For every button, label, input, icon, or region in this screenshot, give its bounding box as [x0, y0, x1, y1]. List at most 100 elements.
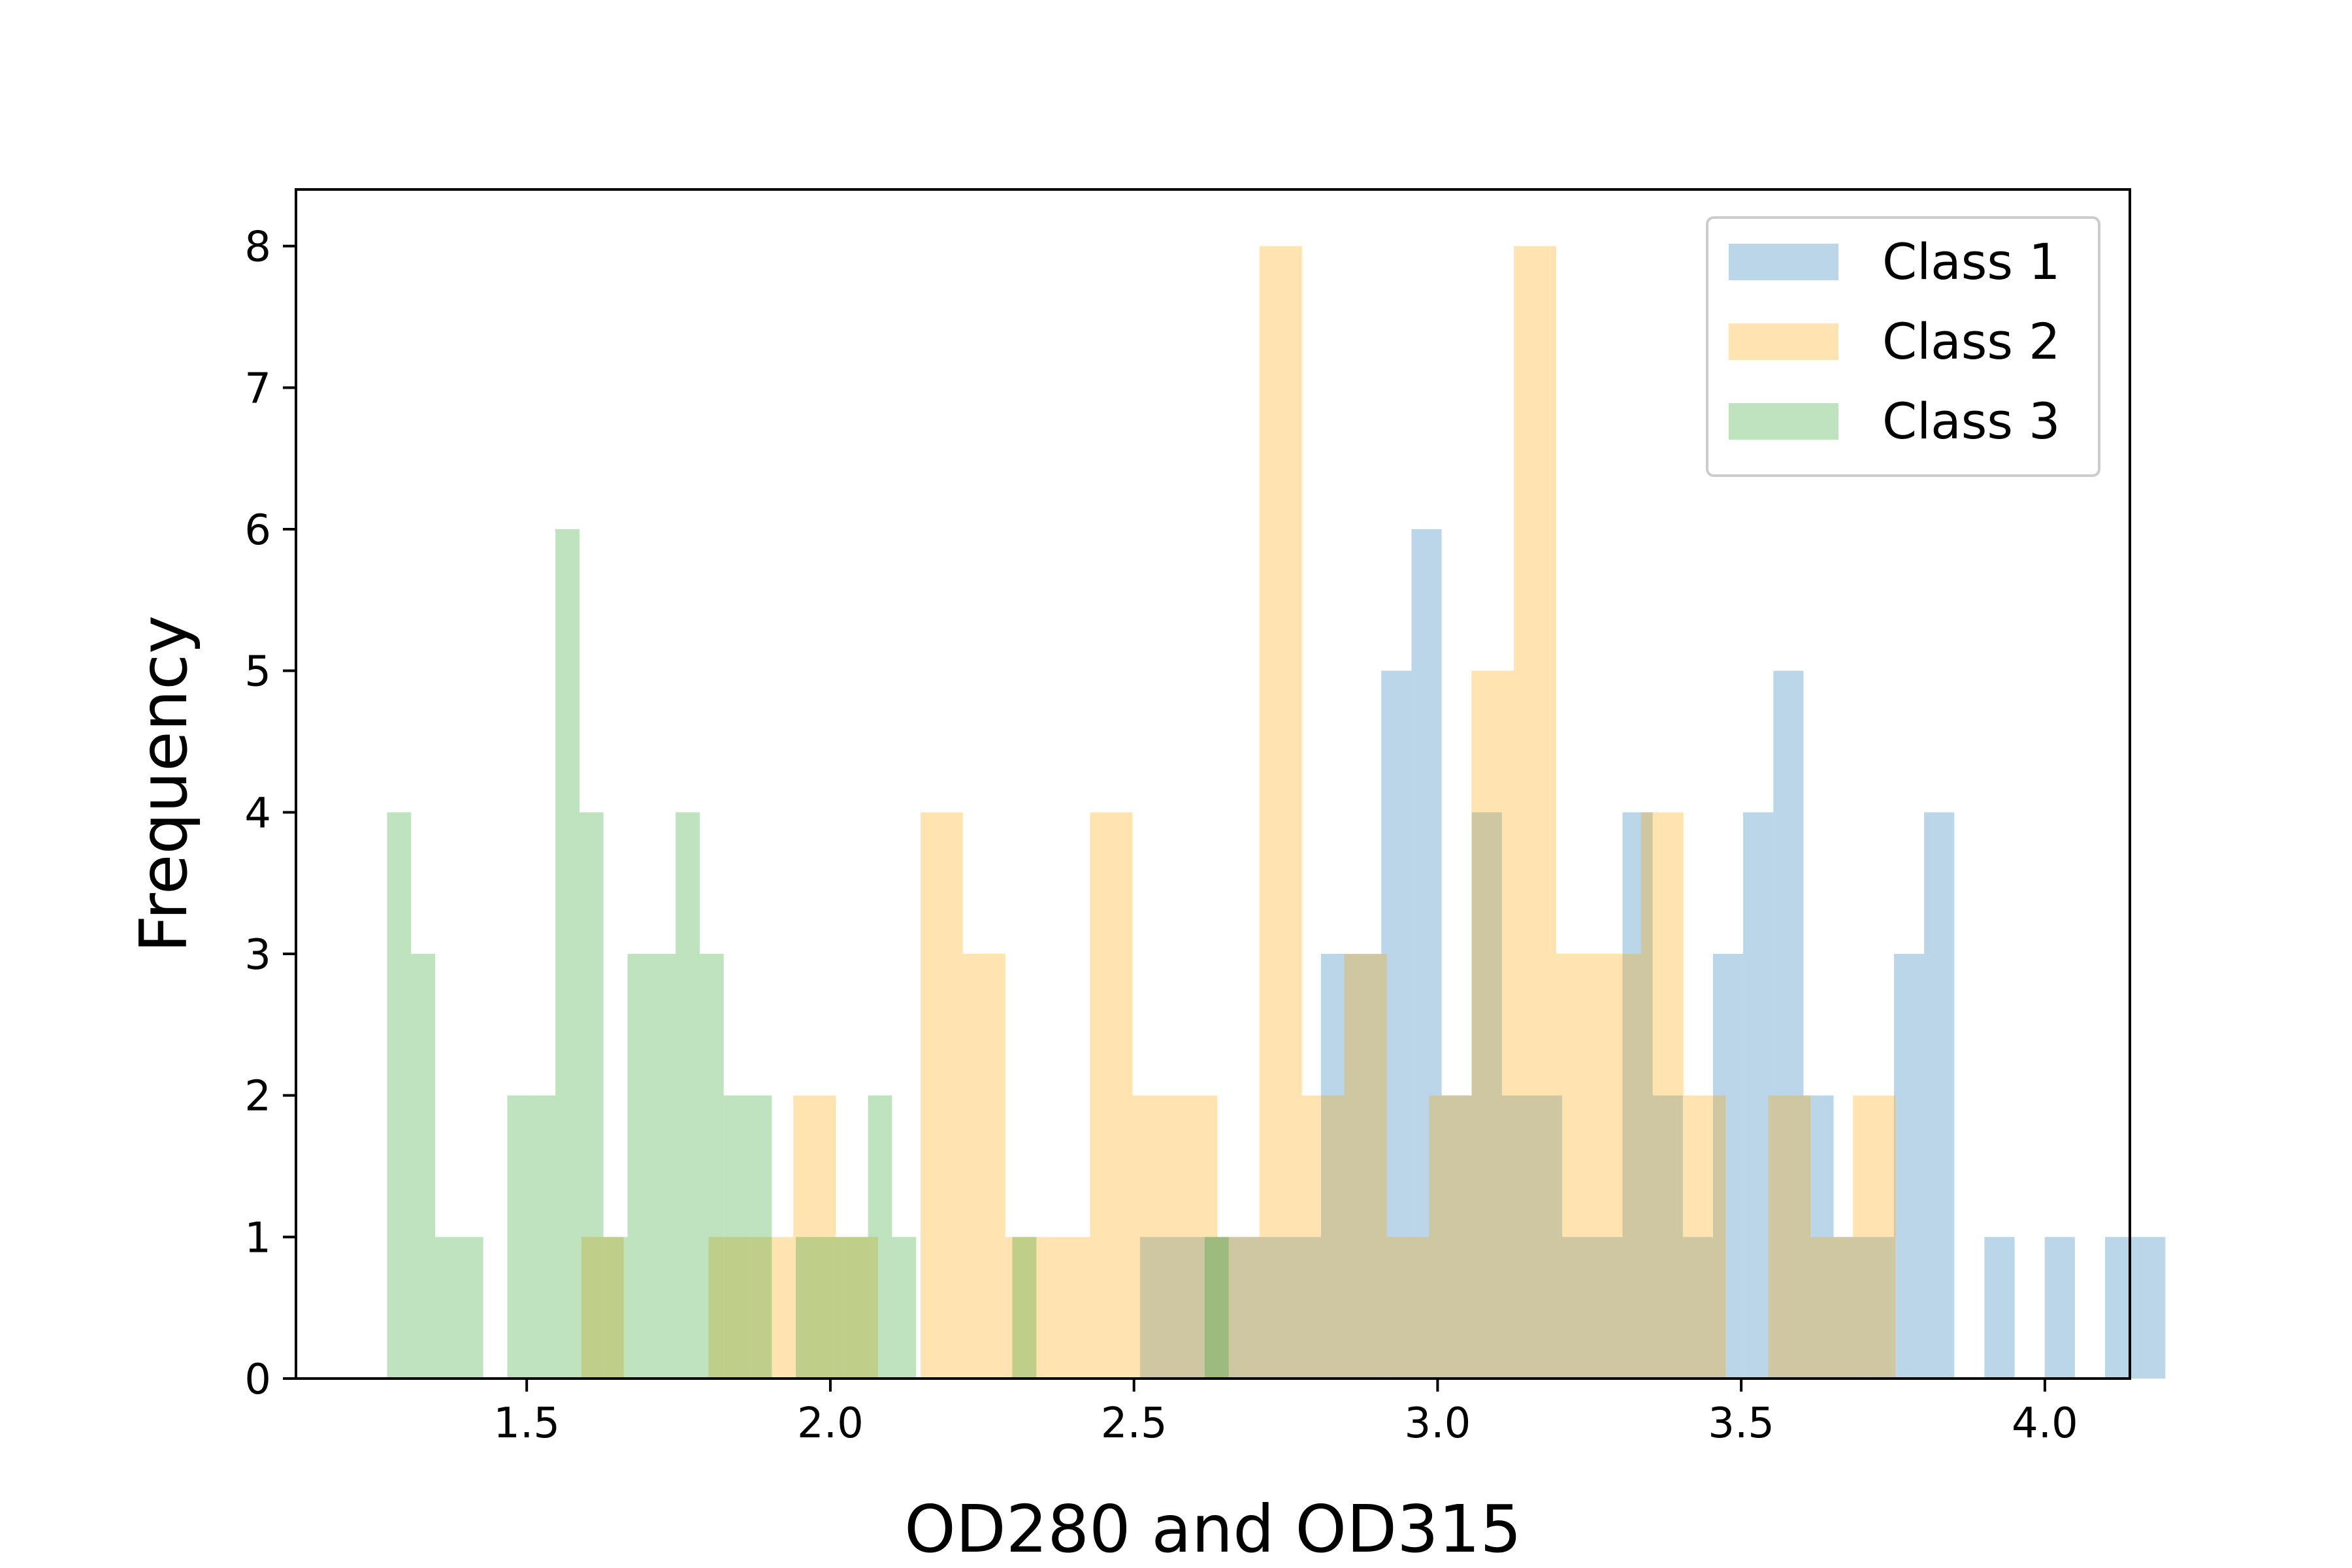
histogram-bar — [1259, 246, 1302, 1379]
histogram-bar — [920, 812, 963, 1379]
histogram-bar — [1556, 954, 1599, 1379]
histogram-bar — [751, 1237, 794, 1379]
x-tick-label: 2.0 — [797, 1399, 864, 1448]
x-tick-label: 3.0 — [1405, 1399, 1471, 1448]
histogram-bar — [836, 1237, 878, 1379]
histogram-bar — [1598, 954, 1641, 1379]
histogram-bar — [1652, 1095, 1683, 1379]
histogram-bar — [868, 1095, 892, 1379]
legend-swatch — [1729, 403, 1838, 440]
histogram-bar — [747, 1095, 772, 1379]
histogram-bar — [581, 1237, 624, 1379]
x-tick-label: 1.5 — [493, 1399, 560, 1448]
histogram-bar — [1833, 1237, 1864, 1379]
histogram-bar — [459, 1237, 483, 1379]
series-1-bars — [1139, 529, 2166, 1379]
histogram-bar — [1501, 1095, 1533, 1379]
histogram-bar — [507, 1095, 532, 1379]
histogram-bar — [411, 954, 436, 1379]
histogram-bar — [555, 529, 580, 1379]
histogram-bar — [603, 1237, 628, 1379]
histogram-bar — [1471, 812, 1502, 1379]
y-tick-label: 3 — [244, 931, 271, 979]
histogram-bar — [1592, 1237, 1623, 1379]
histogram-bar — [1562, 1237, 1593, 1379]
histogram-bar — [708, 1237, 751, 1379]
histogram-bar — [1170, 1237, 1201, 1379]
histogram-bar — [1743, 812, 1774, 1379]
histogram-bar — [1532, 1095, 1563, 1379]
histogram-bar — [1622, 812, 1653, 1379]
histogram-bar — [1641, 812, 1684, 1379]
histogram-bar — [1682, 1237, 1713, 1379]
x-tick-label: 4.0 — [2012, 1399, 2078, 1448]
y-tick-label: 7 — [244, 365, 271, 413]
histogram-bar — [843, 1237, 868, 1379]
histogram-bar — [1773, 670, 1804, 1379]
histogram-bar — [796, 1237, 820, 1379]
histogram-bar — [531, 1095, 556, 1379]
legend-label: Class 2 — [1882, 312, 2060, 370]
histogram-bar — [1200, 1237, 1231, 1379]
histogram-bar — [1320, 954, 1352, 1379]
histogram-bar — [1683, 1095, 1726, 1379]
histogram-bar — [1005, 1237, 1048, 1379]
histogram-bar — [1924, 812, 1955, 1379]
x-axis-title: OD280 and OD315 — [904, 1491, 1522, 1567]
y-axis-ticks: 0 1 2 3 4 5 6 7 8 — [244, 223, 296, 1404]
x-tick-label: 2.5 — [1101, 1399, 1168, 1448]
histogram-bar — [962, 954, 1005, 1379]
series-2-bars — [581, 246, 1896, 1379]
x-axis-ticks: 1.5 2.0 2.5 3.0 3.5 4.0 — [493, 1379, 2078, 1448]
x-tick-label: 3.5 — [1708, 1399, 1774, 1448]
histogram-bar — [1810, 1237, 1854, 1379]
legend-swatch — [1729, 323, 1838, 360]
histogram-bar — [1204, 1237, 1229, 1379]
histogram-bar — [435, 1237, 459, 1379]
histogram-bar — [2044, 1237, 2075, 1379]
y-tick-label: 2 — [244, 1073, 271, 1121]
histogram-bar — [1012, 1237, 1037, 1379]
y-tick-label: 0 — [244, 1356, 271, 1404]
axes-frame — [295, 188, 2131, 1380]
y-tick-label: 1 — [244, 1214, 271, 1262]
legend-box — [1706, 216, 2100, 477]
histogram-bar — [1090, 812, 1133, 1379]
histogram-bar — [676, 812, 700, 1379]
histogram-bar — [387, 812, 412, 1379]
y-tick-label: 5 — [244, 648, 271, 696]
histogram-bar — [1712, 954, 1744, 1379]
histogram-bar — [1230, 1237, 1261, 1379]
y-tick-label: 4 — [244, 789, 271, 838]
histogram-bar — [892, 1237, 917, 1379]
histogram-bar — [627, 954, 652, 1379]
y-axis-title: Frequency — [125, 615, 202, 953]
histogram-bar — [793, 1095, 836, 1379]
histogram-bar — [1441, 1095, 1472, 1379]
histogram-bar — [1260, 1237, 1291, 1379]
histogram-bar — [1301, 1095, 1345, 1379]
legend-label: Class 1 — [1882, 233, 2060, 291]
histogram-bar — [1411, 529, 1442, 1379]
histogram-bar — [723, 1095, 748, 1379]
histogram-bar — [1381, 670, 1412, 1379]
histogram-bar — [1290, 1237, 1321, 1379]
histogram-bar — [1514, 246, 1557, 1379]
histogram-bar — [1429, 1095, 1472, 1379]
histogram-bar — [1853, 1095, 1896, 1379]
histogram-bar — [1984, 1237, 2015, 1379]
histogram-bar — [1768, 1095, 1811, 1379]
histogram-bars — [387, 246, 2166, 1379]
histogram-bar — [1132, 1095, 1175, 1379]
histogram-bar — [1139, 1237, 1171, 1379]
legend-swatch — [1729, 244, 1838, 280]
histogram-bar — [1863, 1237, 1894, 1379]
histogram-bar — [1047, 1237, 1090, 1379]
y-tick-label: 8 — [244, 223, 271, 272]
histogram-bar — [1344, 954, 1387, 1379]
histogram-bar — [1471, 670, 1514, 1379]
legend-label: Class 3 — [1882, 392, 2060, 450]
histogram-bar — [1803, 1095, 1834, 1379]
y-tick-label: 6 — [244, 506, 271, 555]
